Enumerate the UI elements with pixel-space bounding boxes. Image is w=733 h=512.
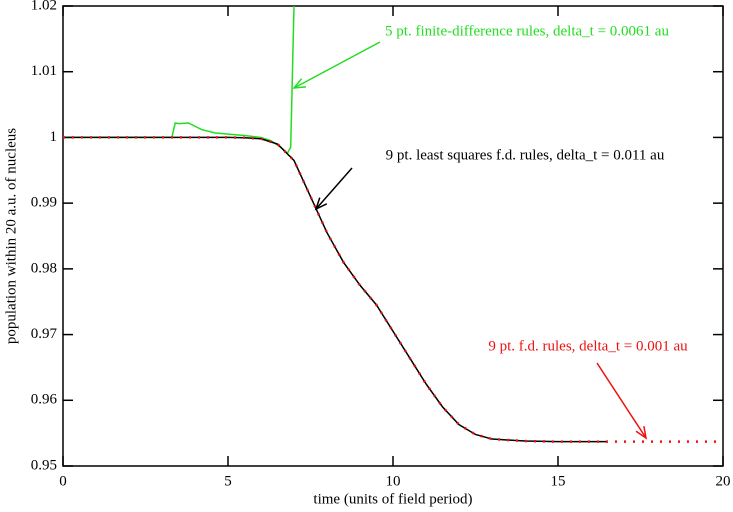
- x-tick-label: 10: [386, 473, 401, 489]
- series-annotation: 9 pt. least squares f.d. rules, delta_t …: [386, 147, 665, 163]
- y-tick-label: 1.01: [31, 63, 57, 79]
- y-tick-label: 0.95: [31, 457, 57, 473]
- arrow-head: [635, 426, 648, 440]
- y-tick-label: 0.97: [31, 326, 58, 342]
- series-line: [63, 6, 295, 155]
- y-tick-label: 1: [50, 129, 58, 145]
- annotation-arrow: [315, 167, 353, 210]
- plot-area: [63, 6, 723, 443]
- x-tick-label: 15: [551, 473, 566, 489]
- series-annotation: 9 pt. f.d. rules, delta_t = 0.001 au: [488, 338, 688, 354]
- x-axis-label: time (units of field period): [313, 491, 472, 507]
- y-tick-label: 0.98: [31, 260, 57, 276]
- x-tick-label: 0: [59, 473, 67, 489]
- y-tick-label: 0.99: [31, 195, 57, 211]
- y-tick-label: 1.02: [31, 0, 57, 13]
- arrow-head: [292, 78, 307, 89]
- arrow-head: [314, 197, 328, 211]
- x-tick-label: 5: [224, 473, 232, 489]
- series-annotation: 5 pt. finite-difference rules, delta_t =…: [385, 23, 669, 39]
- y-tick-label: 0.96: [31, 392, 58, 408]
- series-line: [63, 136, 723, 443]
- x-tick-label: 20: [716, 473, 731, 489]
- plot-frame: [62, 5, 724, 467]
- annotation-arrow: [293, 41, 381, 89]
- series-line: [63, 136, 608, 443]
- annotation-arrow: [596, 362, 647, 439]
- y-axis-label: population within 20 a.u. of nucleus: [3, 128, 19, 344]
